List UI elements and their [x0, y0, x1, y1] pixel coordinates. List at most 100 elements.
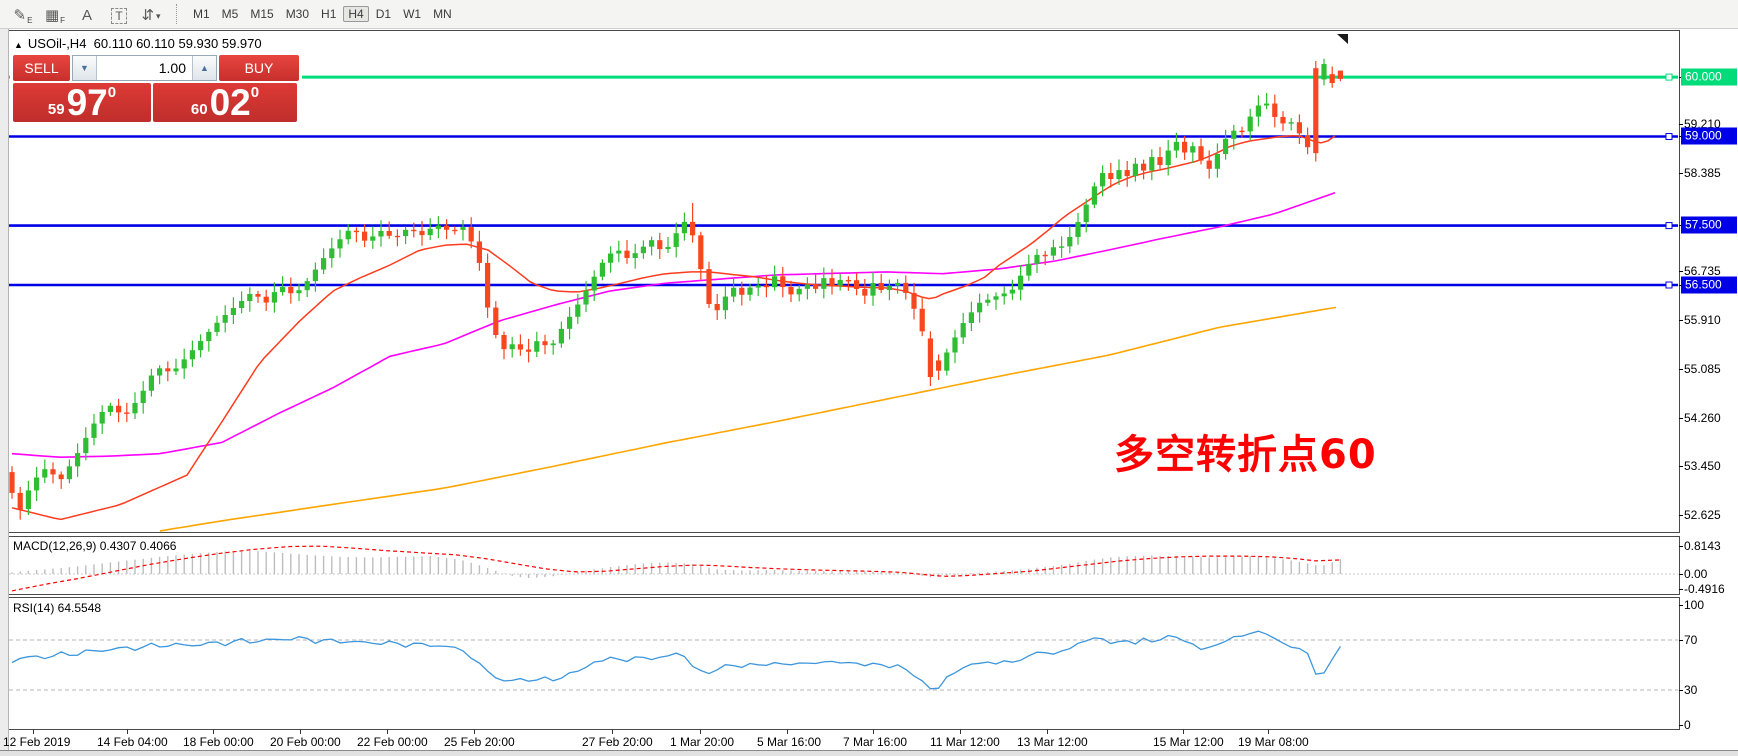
candle	[632, 253, 638, 258]
rsi-axis-label: 100	[1684, 598, 1705, 612]
price-axis-tick	[1679, 418, 1683, 419]
candle	[993, 296, 999, 300]
candle	[968, 312, 974, 324]
candle	[681, 221, 687, 234]
edit-tool-icon-sub: E	[27, 15, 33, 25]
chart-annotation-text[interactable]: 多空转折点60	[1114, 432, 1377, 478]
timeframe-button-d1[interactable]: D1	[375, 7, 392, 21]
candle	[198, 341, 204, 351]
candle	[772, 276, 778, 288]
timeframe-button-mn[interactable]: MN	[433, 7, 452, 21]
sell-button[interactable]: SELL	[13, 55, 70, 81]
candle	[870, 282, 876, 296]
candle	[1034, 254, 1040, 264]
time-axis-label: 22 Feb 00:00	[357, 735, 428, 749]
time-axis-tick	[787, 729, 788, 734]
candle	[58, 474, 64, 480]
candle	[657, 240, 663, 250]
candle	[854, 280, 860, 289]
grid-tool-icon[interactable]: ▦ F	[42, 3, 68, 27]
arrows-tool-icon[interactable]: ⇵ ▾	[138, 3, 164, 27]
time-axis-tick	[33, 729, 34, 734]
candle	[353, 230, 359, 233]
timeframe-button-h4[interactable]: H4	[343, 6, 369, 22]
timeframe-button-m30[interactable]: M30	[285, 7, 310, 21]
price-axis-label: 52.625	[1684, 508, 1721, 522]
candle	[485, 262, 491, 308]
candle	[977, 302, 983, 313]
volume-increase-icon[interactable]: ▲	[192, 56, 216, 80]
candle	[181, 359, 187, 369]
textbox-tool-icon[interactable]: T	[106, 2, 132, 26]
timeframe-button-m15[interactable]: M15	[250, 7, 274, 21]
rsi-indicator-panel	[8, 597, 1680, 730]
candle	[288, 286, 294, 294]
collapse-panel-icon[interactable]: ▲	[14, 40, 23, 50]
candle	[75, 453, 81, 467]
volume-input[interactable]	[97, 56, 192, 80]
time-axis-tick	[873, 729, 874, 734]
candle	[550, 343, 556, 346]
label-tool-icon[interactable]: A	[74, 3, 100, 27]
price-axis-tick	[1679, 271, 1683, 272]
toolbar-separator	[176, 4, 178, 24]
timeframe-button-w1[interactable]: W1	[403, 7, 422, 21]
candle	[1337, 70, 1343, 79]
candle	[362, 231, 368, 241]
main-chart-canvas[interactable]	[9, 31, 1679, 532]
price-axis-tick	[1679, 466, 1683, 467]
rsi-label: RSI(14) 64.5548	[13, 601, 102, 615]
chart-title: ▲ USOil-,H4 60.110 60.110 59.930 59.970	[14, 36, 262, 51]
edit-tool-icon[interactable]: ✎ E	[10, 3, 36, 27]
candle	[1280, 116, 1286, 124]
candle	[1001, 293, 1007, 297]
candle	[599, 262, 605, 277]
candle	[50, 469, 56, 475]
buy-button[interactable]: BUY	[219, 55, 299, 81]
candle	[1026, 263, 1032, 276]
bid-fraction: 0	[107, 84, 117, 101]
candle	[1190, 146, 1196, 153]
candle	[1329, 74, 1335, 84]
price-level-badge: 56.500	[1681, 276, 1737, 294]
candle	[927, 338, 933, 378]
candle	[1067, 236, 1073, 247]
candle	[575, 304, 581, 317]
candle	[25, 490, 31, 510]
candle	[1149, 157, 1155, 171]
candle	[378, 230, 384, 237]
candle	[34, 477, 40, 491]
time-axis-label: 1 Mar 20:00	[670, 735, 735, 749]
ask-price-button[interactable]: 60 02 0	[153, 83, 297, 122]
timeframe-button-m1[interactable]: M1	[193, 7, 210, 21]
candle	[296, 290, 302, 294]
candle	[558, 328, 564, 344]
timeframe-button-m5[interactable]: M5	[221, 7, 239, 21]
candle	[255, 294, 261, 297]
volume-decrease-icon[interactable]: ▼	[73, 56, 97, 80]
candle	[534, 341, 540, 352]
candle	[608, 253, 614, 263]
macd-canvas[interactable]	[9, 537, 1679, 594]
rsi-canvas[interactable]	[9, 598, 1679, 729]
macd-axis-label: 0.8143	[1684, 539, 1721, 553]
bid-price-button[interactable]: 59 97 0	[13, 83, 151, 122]
toolbar-tools: ✎ E ▦ F A T ⇵ ▾	[10, 2, 170, 27]
price-level-badge: 57.500	[1681, 216, 1737, 234]
timeframe-button-h1[interactable]: H1	[321, 7, 337, 21]
candle	[509, 344, 515, 350]
grid-tool-icon: ▦	[44, 6, 60, 24]
candle	[444, 225, 450, 230]
tool-dropdown-caret-icon[interactable]: ▾	[156, 10, 161, 21]
candle	[1173, 141, 1179, 151]
candle	[526, 349, 532, 352]
candle	[1018, 275, 1024, 290]
candle	[1100, 173, 1106, 187]
time-axis-label: 18 Feb 00:00	[183, 735, 254, 749]
price-axis-tick	[1679, 369, 1683, 370]
candle	[148, 375, 154, 391]
candle	[1231, 130, 1237, 139]
candle	[132, 402, 138, 414]
candle	[690, 221, 696, 236]
candle	[796, 288, 802, 295]
